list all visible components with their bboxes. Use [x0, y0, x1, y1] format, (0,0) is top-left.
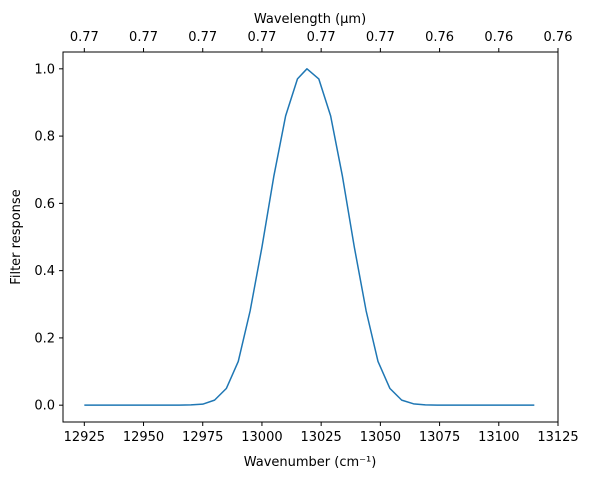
ticks-group: 12925 12950 12975 13000 13025 13050 13075 13100…: [34, 30, 578, 445]
plot-frame: [62, 51, 559, 423]
y-tick-label: 1.0: [34, 62, 55, 77]
x-tick-label: 13000: [241, 430, 282, 445]
x-tick-label: 13050: [360, 430, 401, 445]
y-tick-label: 0.4: [34, 264, 55, 279]
top-x-tick-label: 0.77: [366, 30, 395, 45]
x-axis-label: Wavenumber (cm⁻¹): [244, 455, 377, 470]
top-x-tick-label: 0.77: [188, 30, 217, 45]
top-x-axis-label: Wavelength (μm): [254, 12, 366, 27]
y-tick-label: 0.8: [34, 130, 55, 145]
x-tick-label: 13075: [419, 430, 460, 445]
plot-background: [63, 52, 558, 422]
y-tick-label: 0.0: [34, 399, 55, 414]
x-tick-label: 13025: [300, 430, 341, 445]
top-x-tick-label: 0.76: [484, 30, 513, 45]
top-x-tick-label: 0.76: [544, 30, 573, 45]
top-x-tick-label: 0.77: [129, 30, 158, 45]
x-tick-label: 12975: [182, 430, 223, 445]
x-tick-label: 13100: [478, 430, 519, 445]
x-tick-label: 12925: [64, 430, 105, 445]
filter-response-line: [84, 68, 535, 406]
y-tick-label: 0.6: [34, 197, 55, 212]
x-tick-label: 12950: [123, 430, 164, 445]
x-tick-label: 13125: [537, 430, 578, 445]
top-x-tick-label: 0.76: [425, 30, 454, 45]
y-axis-label: Filter response: [9, 189, 24, 284]
top-x-tick-label: 0.77: [247, 30, 276, 45]
y-tick-label: 0.2: [34, 331, 55, 346]
top-x-tick-label: 0.77: [307, 30, 336, 45]
top-x-tick-label: 0.77: [70, 30, 99, 45]
